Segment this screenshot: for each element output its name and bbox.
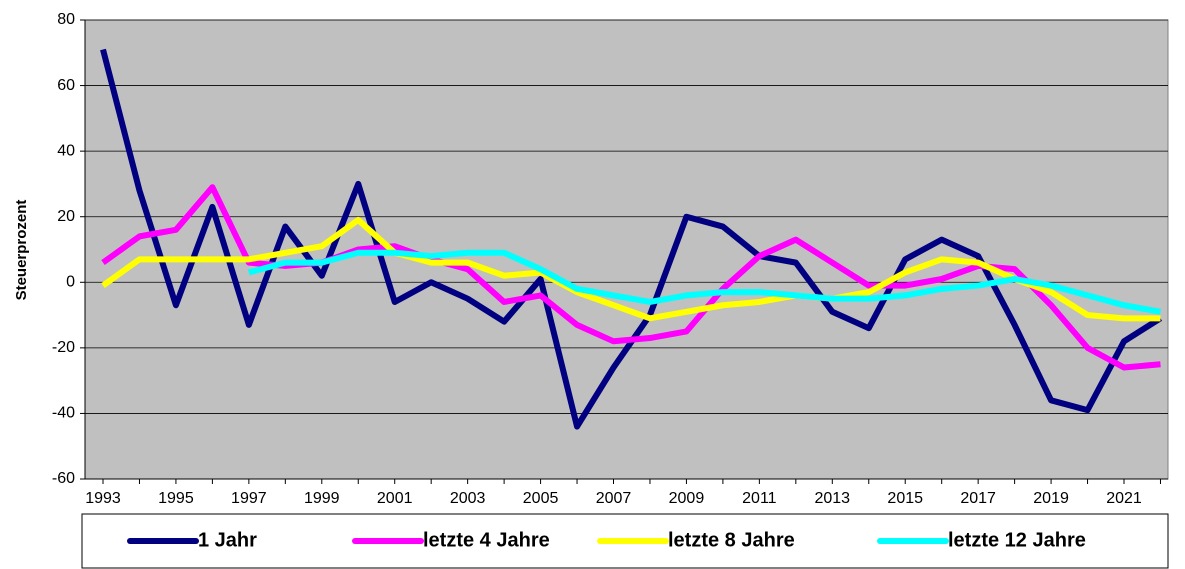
x-tick-label: 2009 <box>669 490 705 507</box>
x-tick-label: 2005 <box>523 490 559 507</box>
x-tick-label: 2017 <box>960 490 996 507</box>
y-tick-label: -40 <box>52 405 75 422</box>
x-tick-label: 2011 <box>742 490 777 507</box>
y-axis-label: Steuerprozent <box>13 200 30 301</box>
legend-label: letzte 12 Jahre <box>948 529 1086 551</box>
y-tick-label: 40 <box>57 142 75 159</box>
x-tick-label: 2001 <box>377 490 413 507</box>
legend-label: letzte 4 Jahre <box>423 529 550 551</box>
y-tick-label: 0 <box>66 274 75 291</box>
y-tick-label: -20 <box>52 339 75 356</box>
x-tick-label: 1995 <box>158 490 194 507</box>
legend-label: 1 Jahr <box>198 529 257 551</box>
x-tick-label: 2007 <box>596 490 632 507</box>
x-tick-label: 2015 <box>887 490 923 507</box>
x-tick-label: 2013 <box>814 490 850 507</box>
series-line <box>248 249 1162 315</box>
y-tick-label: 60 <box>57 77 75 94</box>
series-line <box>101 216 1161 322</box>
y-tick-label: 80 <box>57 11 75 28</box>
x-tick-label: 1997 <box>231 490 267 507</box>
y-tick-label: -60 <box>52 470 75 487</box>
plot-area <box>84 19 1169 480</box>
x-tick-label: 2019 <box>1033 490 1069 507</box>
x-tick-label: 2003 <box>450 490 486 507</box>
x-tick-label: 2021 <box>1106 490 1142 507</box>
legend-label: letzte 8 Jahre <box>668 529 795 551</box>
x-tick-label: 1999 <box>304 490 340 507</box>
x-tick-label: 1993 <box>85 490 121 507</box>
y-tick-label: 20 <box>57 208 75 225</box>
